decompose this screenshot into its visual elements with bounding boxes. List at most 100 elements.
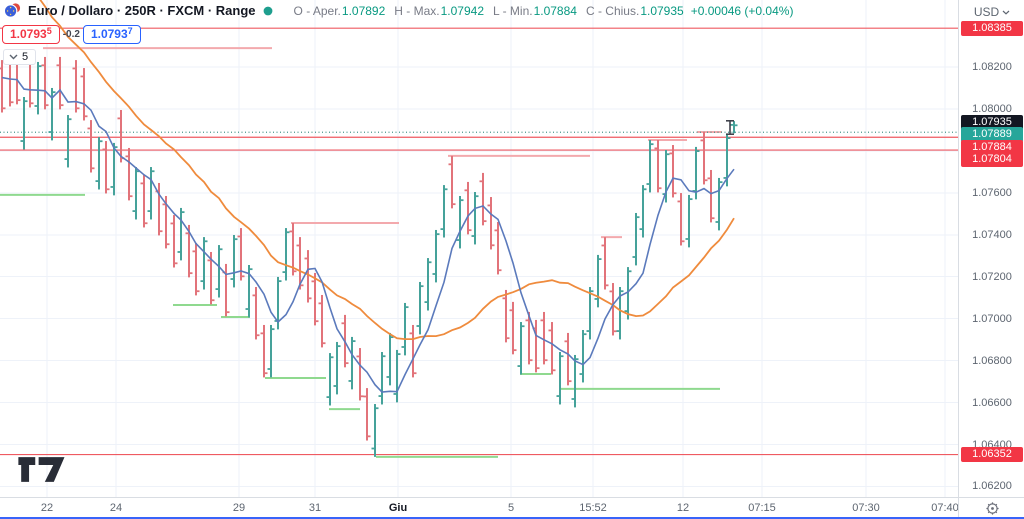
time-tick-label: 07:15 xyxy=(748,502,776,514)
text-cursor-icon xyxy=(726,120,734,135)
price-tick-label: 1.08000 xyxy=(972,102,1012,115)
chart-pane[interactable]: Euro / Dollaro · 250R · FXCM · Range O -… xyxy=(0,0,958,497)
price-bar xyxy=(192,242,200,296)
ohlc-value: 1.07935 xyxy=(640,3,684,18)
price-bar xyxy=(662,150,670,203)
alert-price-label[interactable]: 1.08385 xyxy=(961,20,1023,36)
price-tick-label: 1.07400 xyxy=(972,228,1012,241)
price-bar xyxy=(356,348,364,401)
price-bar xyxy=(260,324,268,378)
price-axis[interactable]: USD 1.08200 1.08000 1.07600 1.07400 1.07200 1… xyxy=(958,0,1024,497)
price-bar xyxy=(448,155,456,209)
ask-price-button[interactable]: 1.0793 7 xyxy=(82,25,141,44)
price-bar xyxy=(64,115,72,168)
time-tick-label: 12 xyxy=(676,502,690,514)
price-bar xyxy=(564,332,572,386)
price-bar xyxy=(639,185,647,238)
price-bar xyxy=(556,352,564,405)
chart-header: Euro / Dollaro · 250R · FXCM · Range O -… xyxy=(4,3,793,18)
price-tick-label: 1.07200 xyxy=(972,270,1012,283)
price-bar xyxy=(207,251,215,305)
price-bar xyxy=(586,287,594,340)
price-bar xyxy=(95,137,103,190)
tradingview-logo xyxy=(13,456,71,488)
time-tick-label: 07:30 xyxy=(852,502,880,514)
market-open-icon[interactable] xyxy=(263,6,273,16)
price-bar xyxy=(20,96,28,150)
bid-price-button[interactable]: 1.0793 5 xyxy=(2,25,60,44)
price-bar xyxy=(540,311,548,365)
price-bar xyxy=(102,141,110,194)
price-tick-label: 1.06200 xyxy=(972,480,1012,493)
price-bar xyxy=(200,237,208,290)
indicator-legend-value: 5 xyxy=(22,51,29,63)
ohlc-value: 1.07942 xyxy=(440,3,485,18)
price-bar xyxy=(170,215,178,268)
price-bar xyxy=(632,212,640,266)
symbol-title[interactable]: Euro / Dollaro · 250R · FXCM · Range xyxy=(28,3,256,18)
price-bar xyxy=(594,254,602,308)
price-bar xyxy=(296,237,304,290)
time-tick-label: 15:52 xyxy=(579,502,607,514)
indicator-legend[interactable]: 5 xyxy=(3,49,37,65)
price-bar xyxy=(185,224,193,278)
price-bar xyxy=(669,145,677,198)
last-price-label: 1.07889 xyxy=(961,127,1023,143)
price-bar xyxy=(318,294,326,348)
price-bar xyxy=(282,228,290,281)
price-bar xyxy=(677,193,685,246)
price-bar xyxy=(409,324,417,378)
price-bar xyxy=(393,349,401,403)
price-bar xyxy=(311,272,319,326)
ma-fast-line xyxy=(1,76,735,393)
price-tick-label: 1.07600 xyxy=(972,186,1012,199)
price-bar xyxy=(215,245,223,298)
price-bar xyxy=(48,87,56,141)
price-bar xyxy=(333,341,341,395)
symbol-pair-icon xyxy=(4,3,21,18)
price-bar xyxy=(571,354,579,408)
price-bar xyxy=(700,132,708,185)
price-tick-label: 1.07000 xyxy=(972,312,1012,325)
time-tick-label: 29 xyxy=(232,502,246,514)
time-axis-active-strip xyxy=(0,517,1024,519)
price-bar xyxy=(348,336,356,390)
price-bar xyxy=(685,194,693,248)
axis-settings-corner[interactable] xyxy=(958,497,1024,518)
ohlc-value: 1.07884 xyxy=(533,3,577,18)
price-bar xyxy=(371,404,379,457)
price-bar xyxy=(464,181,472,235)
price-bar xyxy=(56,56,64,110)
price-bar xyxy=(304,250,312,303)
price-bar xyxy=(707,169,715,223)
price-bar xyxy=(432,229,440,283)
price-bar xyxy=(41,56,49,110)
price-bar xyxy=(378,352,386,405)
price-bar xyxy=(140,175,148,228)
alert-price-label[interactable]: 1.06352 xyxy=(961,447,1023,463)
price-bar xyxy=(502,289,510,343)
price-bar xyxy=(230,234,238,288)
time-axis[interactable]: 22 24 29 31 Giu 5 15:52 12 07:15 07:30 07:40 xyxy=(0,497,959,518)
ma-slow-line xyxy=(39,0,735,340)
cursor-price-label: 1.07935 xyxy=(961,115,1023,131)
price-bar xyxy=(440,185,448,238)
price-bar xyxy=(0,60,6,113)
price-bar xyxy=(624,267,632,320)
alert-price-label[interactable]: 1.07804 xyxy=(961,152,1023,168)
price-chart xyxy=(0,0,958,497)
price-bar xyxy=(252,287,260,340)
alert-price-label[interactable]: 1.07884 xyxy=(961,140,1023,156)
price-bar xyxy=(646,139,654,193)
price-bar xyxy=(177,207,185,261)
gear-icon[interactable] xyxy=(985,501,1000,516)
bid-ask-row: 1.0793 5 -0.2 1.0793 7 xyxy=(2,25,141,44)
price-bar xyxy=(416,281,424,335)
price-bar xyxy=(110,142,118,196)
price-bar xyxy=(386,332,394,386)
time-tick-label: 31 xyxy=(308,502,322,514)
time-tick-label: 5 xyxy=(507,502,515,514)
chevron-down-icon xyxy=(9,54,18,60)
currency-selector[interactable]: USD xyxy=(959,5,1024,19)
